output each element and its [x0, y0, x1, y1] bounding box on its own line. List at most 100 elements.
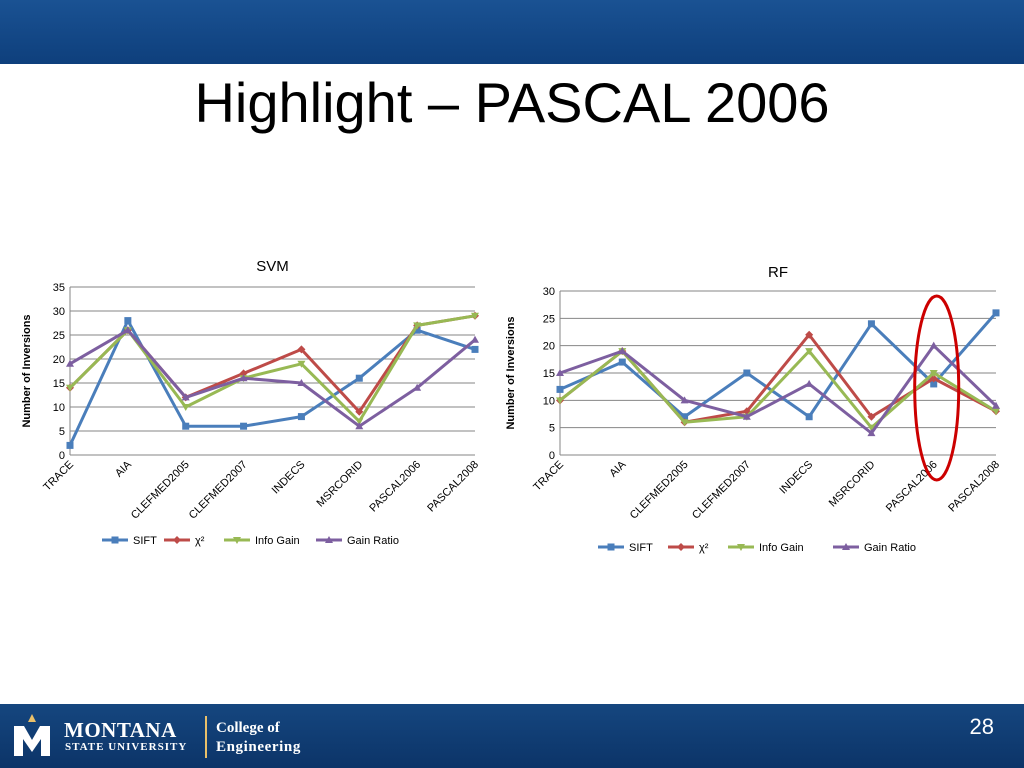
y-tick-label: 25 [543, 313, 555, 325]
x-tick-label: CLEFMED2005 [628, 459, 691, 522]
series-line [559, 344, 998, 435]
data-point [471, 335, 479, 343]
legend-marker [233, 537, 241, 544]
y-axis-label: Number of Inversions [505, 316, 517, 429]
university-subname: STATE UNIVERSITY [65, 741, 188, 753]
rf-chart: RF 0 5 10 15 20 25 30 Number of Inversions TRACE A… [505, 264, 1002, 554]
data-point [867, 429, 876, 437]
x-tick-label: PASCAL2008 [946, 459, 1002, 515]
data-point [413, 383, 422, 391]
legend-label: SIFT [133, 535, 157, 547]
legend-marker [173, 536, 181, 544]
data-point [355, 374, 363, 382]
series-line [559, 311, 998, 419]
data-point [66, 441, 74, 449]
legend-label: Gain Ratio [347, 535, 399, 547]
msu-logo-icon: M [14, 714, 50, 756]
x-tick-label: MSRCORID [315, 459, 366, 510]
data-point [805, 330, 814, 339]
y-tick-label: 5 [59, 426, 65, 438]
x-tick-label: CLEFMED2005 [129, 459, 192, 522]
university-name: MONTANA [64, 718, 177, 742]
data-point [805, 379, 814, 387]
legend-label: Gain Ratio [864, 542, 916, 554]
data-point [618, 347, 627, 355]
college-label: College of [216, 720, 280, 736]
series-line [559, 349, 997, 430]
data-point [742, 412, 751, 420]
data-point [805, 413, 813, 421]
y-tick-label: 35 [53, 282, 65, 294]
page-number: 28 [969, 714, 994, 739]
x-tick-label: PASCAL2008 [425, 459, 481, 515]
x-tick-label: MSRCORID [827, 459, 878, 510]
data-point [743, 369, 751, 377]
data-point [182, 422, 190, 430]
series-line [69, 328, 476, 428]
y-axis-label: Number of Inversions [21, 314, 33, 427]
y-tick-label: 5 [549, 423, 555, 435]
legend-label: Info Gain [255, 535, 300, 547]
legend-marker [842, 543, 850, 550]
x-tick-label: AIA [113, 458, 134, 479]
data-point [124, 317, 132, 325]
svm-chart: SVM 0 5 10 15 20 25 30 35 Number of Inversions TRA… [21, 258, 481, 547]
x-tick-label: CLEFMED2007 [187, 459, 250, 522]
footer-band: M MONTANA STATE UNIVERSITY College of En… [0, 704, 1024, 768]
y-tick-label: 15 [53, 378, 65, 390]
data-point [930, 380, 938, 388]
data-point [992, 408, 1000, 416]
y-tick-label: 10 [53, 402, 65, 414]
footer-divider [205, 716, 207, 758]
data-point [867, 424, 876, 432]
data-point [867, 320, 875, 328]
data-point [556, 397, 564, 405]
x-tick-label: TRACE [531, 459, 566, 494]
data-point [297, 360, 306, 368]
chart-title: RF [768, 264, 788, 281]
data-point [413, 322, 422, 330]
data-point [929, 370, 938, 377]
data-point [413, 326, 421, 334]
legend-marker [737, 544, 745, 551]
data-point [239, 374, 248, 382]
data-point [471, 345, 479, 353]
data-point [240, 422, 248, 430]
x-tick-label: INDECS [270, 459, 308, 497]
data-point [867, 412, 876, 421]
y-tick-label: 15 [543, 368, 555, 380]
data-point [355, 407, 364, 416]
data-point [680, 396, 689, 404]
y-tick-label: 10 [543, 395, 555, 407]
x-tick-label: AIA [607, 458, 628, 479]
chart-title: SVM [256, 258, 289, 275]
x-tick-label: PASCAL2006 [884, 459, 940, 515]
data-point [929, 341, 938, 349]
data-point [355, 422, 364, 430]
data-point [297, 345, 306, 354]
data-point [181, 393, 190, 401]
data-point [123, 326, 132, 334]
y-tick-label: 20 [543, 341, 555, 353]
data-point [181, 404, 190, 411]
svg-text:M: M [32, 723, 33, 725]
y-tick-label: 30 [53, 306, 65, 318]
legend-label: SIFT [629, 542, 653, 554]
data-point [992, 401, 1000, 409]
data-point [556, 369, 564, 376]
data-point [680, 419, 689, 427]
legend-label: Info Gain [759, 542, 804, 554]
data-point [471, 312, 479, 320]
y-tick-label: 0 [59, 450, 65, 462]
y-tick-label: 25 [53, 330, 65, 342]
data-point [805, 348, 814, 356]
legend-marker [111, 536, 119, 544]
x-tick-label: TRACE [41, 459, 76, 494]
y-tick-label: 0 [549, 450, 555, 462]
legend-marker [325, 536, 333, 543]
legend-marker [677, 543, 685, 551]
data-point [992, 309, 1000, 317]
data-point [618, 358, 626, 366]
x-tick-label: PASCAL2006 [367, 459, 423, 515]
highlight-ellipse [913, 294, 961, 482]
